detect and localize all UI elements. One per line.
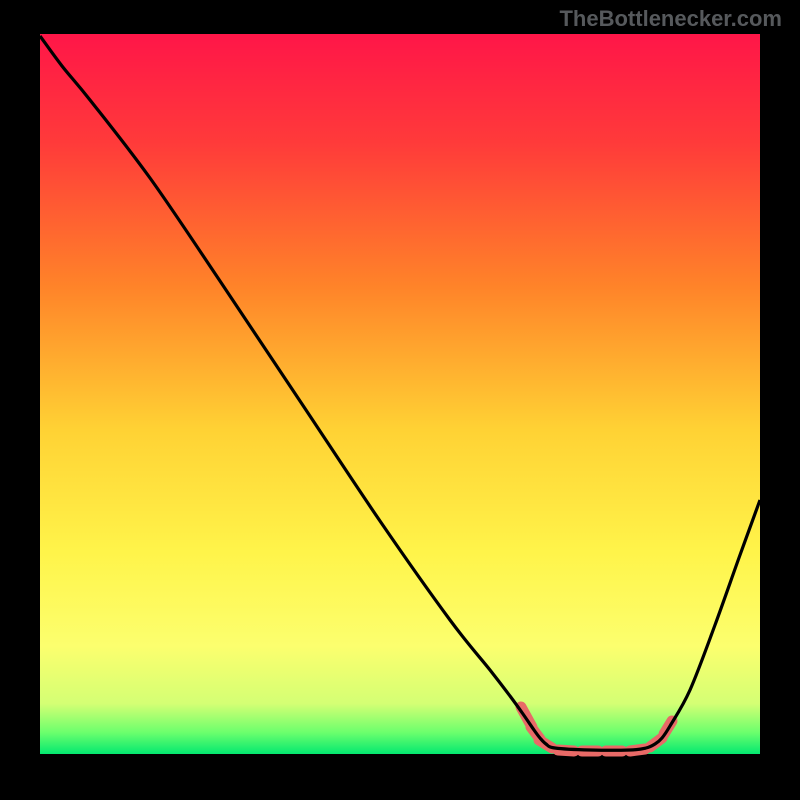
- chart-container: { "watermark": { "text": "TheBottlenecke…: [0, 0, 800, 800]
- watermark-text: TheBottlenecker.com: [559, 6, 782, 32]
- gradient-plot-area: [40, 34, 760, 754]
- bottleneck-curve-chart: [0, 0, 800, 800]
